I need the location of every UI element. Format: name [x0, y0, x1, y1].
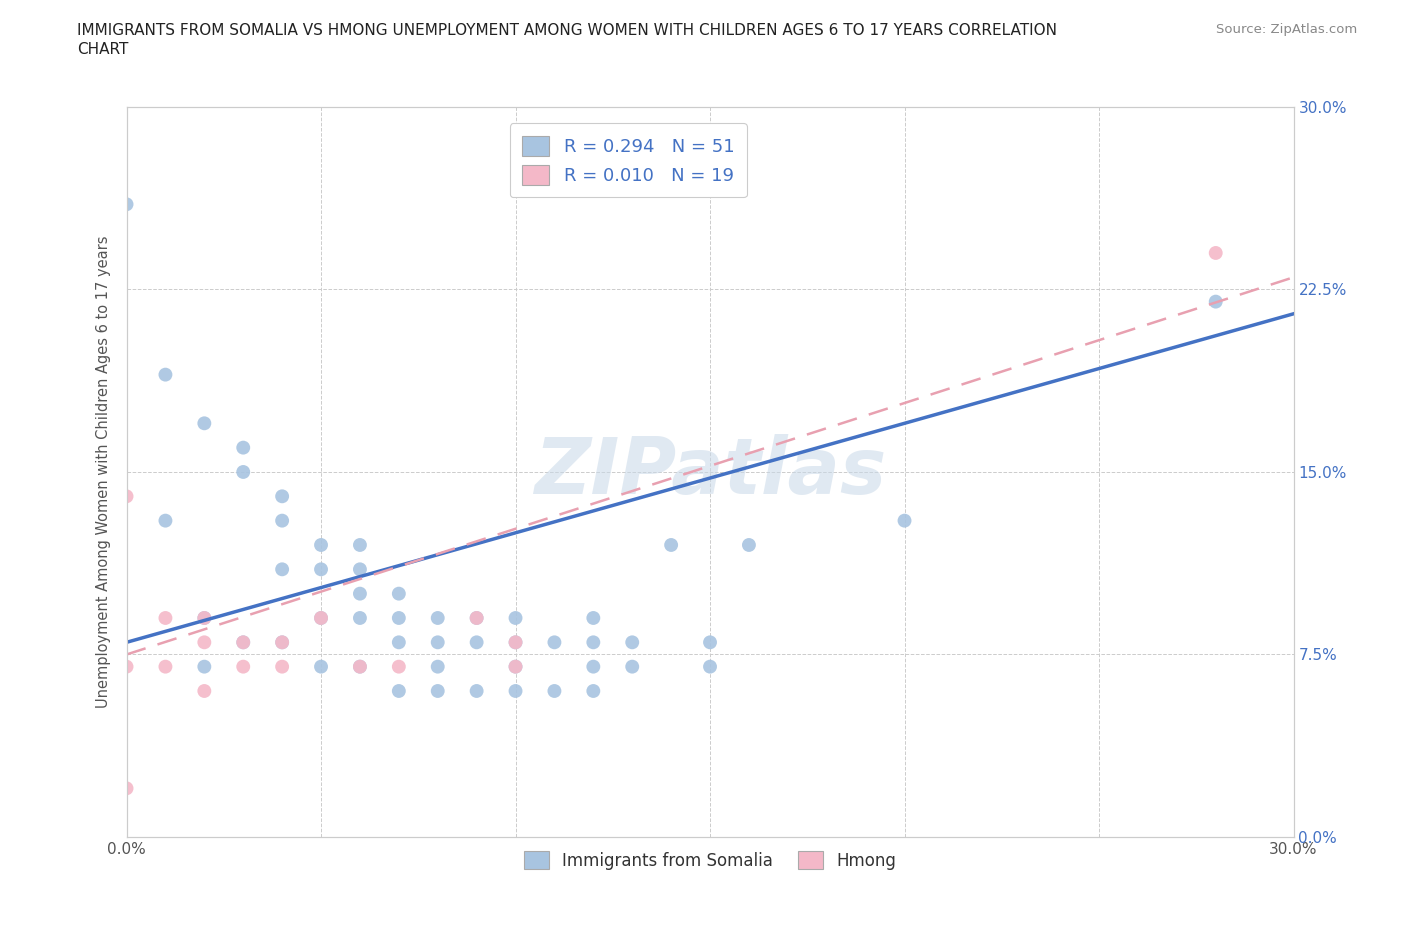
Point [309, 659, 332, 674]
Point [232, 635, 254, 650]
Legend: Immigrants from Somalia, Hmong: Immigrants from Somalia, Hmong [513, 841, 907, 880]
Point [543, 684, 565, 698]
Point [388, 659, 411, 674]
Point [738, 538, 761, 552]
Text: CHART: CHART [77, 42, 129, 57]
Point [349, 538, 371, 552]
Point [505, 635, 527, 650]
Point [193, 684, 215, 698]
Point [232, 465, 254, 480]
Point [349, 659, 371, 674]
Text: IMMIGRANTS FROM SOMALIA VS HMONG UNEMPLOYMENT AMONG WOMEN WITH CHILDREN AGES 6 T: IMMIGRANTS FROM SOMALIA VS HMONG UNEMPLO… [77, 23, 1057, 38]
Point [505, 611, 527, 626]
Point [426, 611, 449, 626]
Point [193, 611, 215, 626]
Point [155, 513, 177, 528]
Point [388, 635, 411, 650]
Point [349, 611, 371, 626]
Point [1205, 246, 1227, 260]
Point [505, 635, 527, 650]
Point [309, 538, 332, 552]
Point [232, 440, 254, 455]
Point [426, 659, 449, 674]
Point [193, 611, 215, 626]
Point [426, 684, 449, 698]
Point [271, 562, 294, 577]
Point [232, 659, 254, 674]
Point [505, 659, 527, 674]
Point [349, 586, 371, 601]
Point [115, 197, 138, 212]
Point [426, 635, 449, 650]
Text: Source: ZipAtlas.com: Source: ZipAtlas.com [1216, 23, 1357, 36]
Point [659, 538, 682, 552]
Point [115, 489, 138, 504]
Point [232, 635, 254, 650]
Point [465, 611, 488, 626]
Point [193, 635, 215, 650]
Point [155, 611, 177, 626]
Point [193, 659, 215, 674]
Point [699, 635, 721, 650]
Point [505, 659, 527, 674]
Point [582, 611, 605, 626]
Point [621, 659, 644, 674]
Point [582, 684, 605, 698]
Point [893, 513, 915, 528]
Point [699, 659, 721, 674]
Point [1205, 294, 1227, 309]
Point [388, 611, 411, 626]
Point [193, 416, 215, 431]
Point [155, 367, 177, 382]
Point [582, 635, 605, 650]
Point [349, 659, 371, 674]
Point [465, 611, 488, 626]
Point [309, 562, 332, 577]
Point [271, 659, 294, 674]
Point [621, 635, 644, 650]
Point [465, 635, 488, 650]
Point [115, 659, 138, 674]
Text: ZIPatlas: ZIPatlas [534, 434, 886, 510]
Point [309, 611, 332, 626]
Point [582, 659, 605, 674]
Point [349, 562, 371, 577]
Point [271, 489, 294, 504]
Point [271, 635, 294, 650]
Point [543, 635, 565, 650]
Point [388, 684, 411, 698]
Point [115, 781, 138, 796]
Y-axis label: Unemployment Among Women with Children Ages 6 to 17 years: Unemployment Among Women with Children A… [96, 235, 111, 709]
Point [505, 684, 527, 698]
Point [155, 659, 177, 674]
Point [271, 513, 294, 528]
Point [388, 586, 411, 601]
Point [465, 684, 488, 698]
Point [271, 635, 294, 650]
Point [309, 611, 332, 626]
